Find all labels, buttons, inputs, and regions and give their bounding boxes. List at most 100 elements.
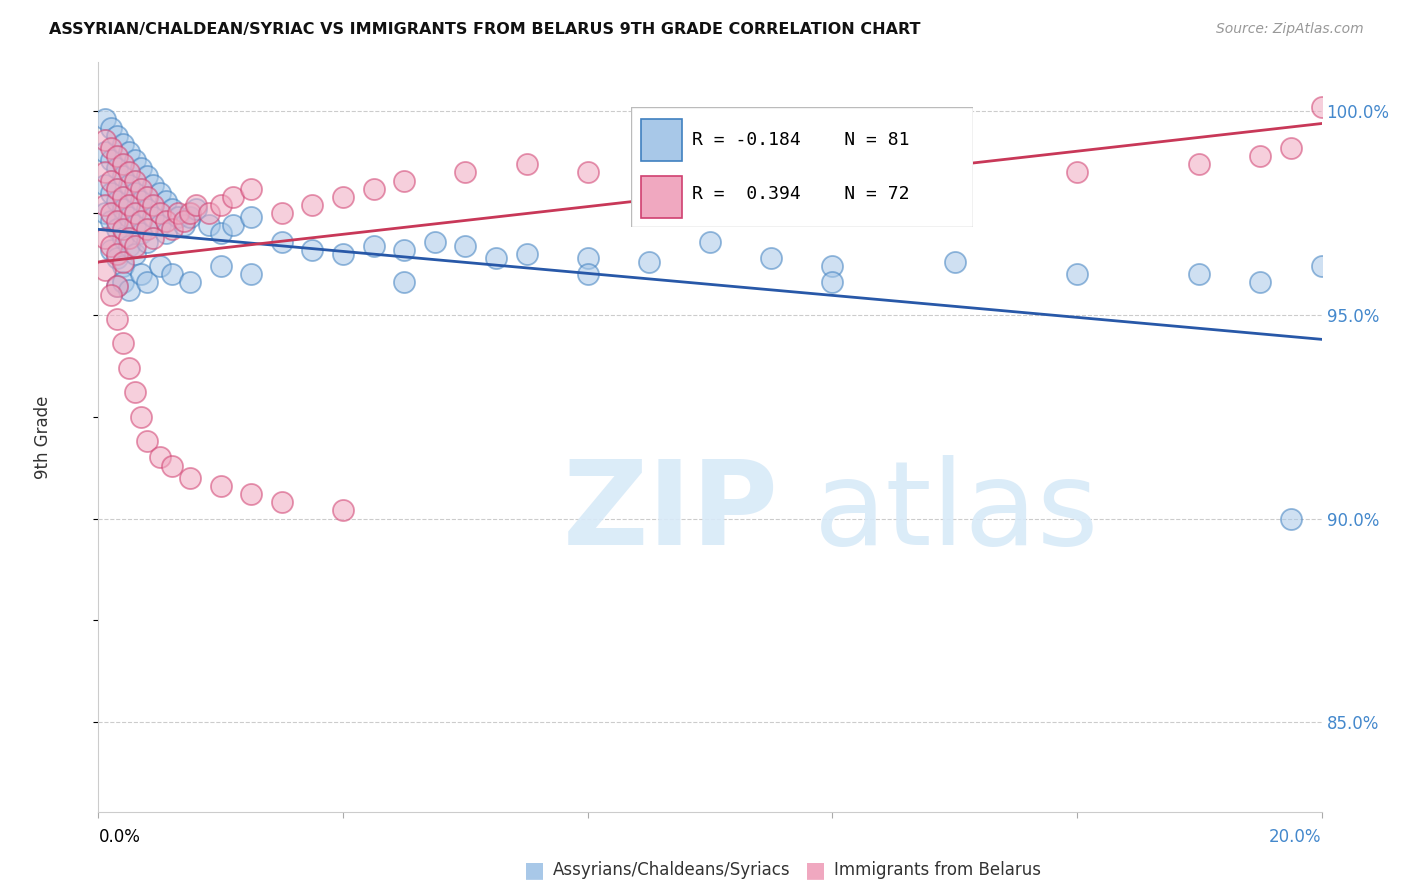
Text: ■: ■ — [524, 860, 544, 880]
Point — [160, 202, 183, 216]
Point — [392, 243, 416, 257]
Point — [1249, 276, 1271, 290]
Point — [129, 214, 152, 228]
Text: ASSYRIAN/CHALDEAN/SYRIAC VS IMMIGRANTS FROM BELARUS 9TH GRADE CORRELATION CHART: ASSYRIAN/CHALDEAN/SYRIAC VS IMMIGRANTS F… — [49, 22, 921, 37]
Point — [576, 267, 599, 281]
Point — [637, 157, 661, 171]
Point — [118, 165, 141, 179]
Point — [270, 495, 292, 509]
Text: 0.0%: 0.0% — [98, 828, 141, 846]
Text: Assyrians/Chaldeans/Syriacs: Assyrians/Chaldeans/Syriacs — [553, 861, 790, 879]
Point — [149, 206, 172, 220]
Point — [240, 487, 263, 501]
Point — [943, 157, 966, 171]
Point — [142, 178, 165, 192]
Point — [270, 235, 292, 249]
Point — [173, 214, 195, 228]
Point — [124, 247, 146, 261]
Point — [129, 267, 152, 281]
Point — [136, 222, 159, 236]
Point — [136, 276, 159, 290]
Point — [1279, 511, 1302, 525]
Point — [100, 153, 122, 168]
Point — [222, 219, 245, 233]
Point — [209, 198, 232, 212]
Point — [1188, 267, 1211, 281]
Point — [100, 287, 122, 301]
Point — [363, 238, 385, 252]
Point — [124, 206, 146, 220]
Point — [209, 259, 232, 273]
Point — [1066, 267, 1088, 281]
Point — [105, 251, 128, 265]
Point — [142, 230, 165, 244]
Point — [105, 194, 128, 208]
Point — [100, 238, 122, 252]
Point — [105, 161, 128, 176]
Point — [179, 206, 201, 220]
Point — [155, 194, 177, 208]
Point — [943, 255, 966, 269]
Point — [105, 279, 128, 293]
Point — [576, 165, 599, 179]
Point — [179, 210, 201, 224]
Point — [136, 202, 159, 216]
Point — [93, 263, 115, 277]
Point — [105, 279, 128, 293]
Point — [105, 182, 128, 196]
Point — [93, 206, 115, 220]
Point — [136, 190, 159, 204]
Point — [1279, 141, 1302, 155]
Point — [240, 182, 263, 196]
Point — [100, 173, 122, 187]
Point — [124, 238, 146, 252]
Point — [301, 198, 323, 212]
Point — [118, 360, 141, 375]
Point — [485, 251, 508, 265]
Point — [129, 409, 152, 424]
Point — [111, 136, 134, 151]
Point — [124, 153, 146, 168]
Point — [821, 259, 844, 273]
Point — [209, 227, 232, 241]
Point — [332, 503, 354, 517]
Point — [100, 243, 122, 257]
Point — [100, 141, 122, 155]
Point — [118, 284, 141, 298]
Point — [111, 255, 134, 269]
Text: Immigrants from Belarus: Immigrants from Belarus — [834, 861, 1040, 879]
Point — [516, 247, 538, 261]
Point — [1188, 157, 1211, 171]
Point — [332, 247, 354, 261]
Point — [197, 219, 219, 233]
Point — [392, 276, 416, 290]
Point — [111, 202, 134, 216]
Point — [167, 210, 190, 224]
Point — [124, 219, 146, 233]
Point — [111, 336, 134, 351]
Point — [129, 161, 152, 176]
Point — [179, 471, 201, 485]
Point — [149, 219, 172, 233]
Point — [129, 182, 152, 196]
Point — [111, 276, 134, 290]
Point — [576, 251, 599, 265]
Point — [124, 173, 146, 187]
Point — [1066, 165, 1088, 179]
Point — [105, 312, 128, 326]
Point — [637, 255, 661, 269]
Point — [124, 186, 146, 200]
Point — [93, 133, 115, 147]
Point — [100, 186, 122, 200]
Point — [149, 186, 172, 200]
Point — [1310, 100, 1333, 114]
Point — [142, 210, 165, 224]
Point — [111, 230, 134, 244]
Point — [149, 259, 172, 273]
Point — [93, 198, 115, 212]
Text: atlas: atlas — [814, 455, 1099, 569]
Point — [105, 222, 128, 236]
Point — [93, 145, 115, 159]
Text: ZIP: ZIP — [564, 455, 779, 569]
Point — [118, 230, 141, 244]
